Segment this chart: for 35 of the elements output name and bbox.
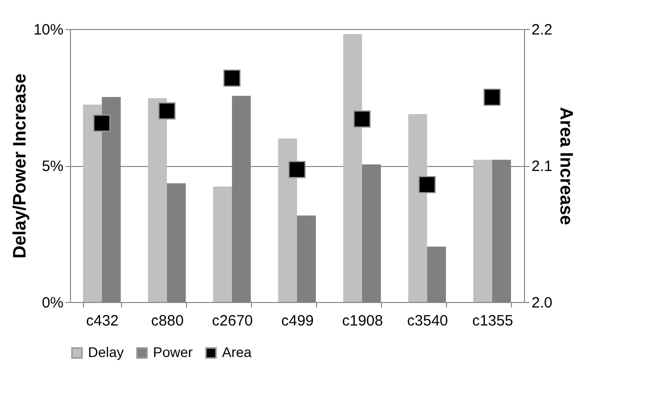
- legend-label: Power: [153, 344, 194, 360]
- y-axis-title: Delay/Power Increase: [9, 73, 30, 259]
- x-tick-label: c432: [86, 312, 119, 330]
- point: [93, 114, 111, 132]
- y2-tick-label: 2.1: [532, 158, 552, 175]
- bar: [408, 114, 428, 302]
- bar: [166, 183, 186, 302]
- bar: [297, 215, 316, 302]
- bar: [148, 98, 167, 302]
- point: [418, 176, 436, 194]
- x-tick-label: c499: [281, 312, 314, 330]
- x-tick-label: c3540: [407, 312, 448, 330]
- legend-label: Area: [222, 344, 252, 360]
- y-tick-label: 5%: [42, 158, 64, 175]
- bar: [278, 138, 297, 302]
- bar: [473, 160, 492, 302]
- x-tick-label: c1908: [342, 312, 383, 330]
- bar: [213, 186, 232, 302]
- point: [483, 88, 501, 106]
- y-tick-label: 10%: [33, 22, 64, 38]
- bar: [83, 104, 102, 302]
- x-tick-label: c1355: [472, 312, 514, 330]
- point: [158, 102, 176, 120]
- x-tick-label: c2670: [212, 312, 253, 330]
- bar: [427, 246, 446, 302]
- point: [288, 160, 306, 178]
- point: [353, 110, 371, 128]
- y2-axis-title: Area Increase: [556, 106, 576, 226]
- legend-label: Delay: [88, 344, 124, 360]
- y2-tick-label: 2.2: [532, 22, 552, 38]
- y-tick-label: 0%: [42, 294, 64, 312]
- bar: [343, 34, 362, 302]
- y2-tick-label: 2.0: [532, 294, 552, 312]
- point: [223, 69, 241, 87]
- x-tick-label: c880: [151, 312, 184, 330]
